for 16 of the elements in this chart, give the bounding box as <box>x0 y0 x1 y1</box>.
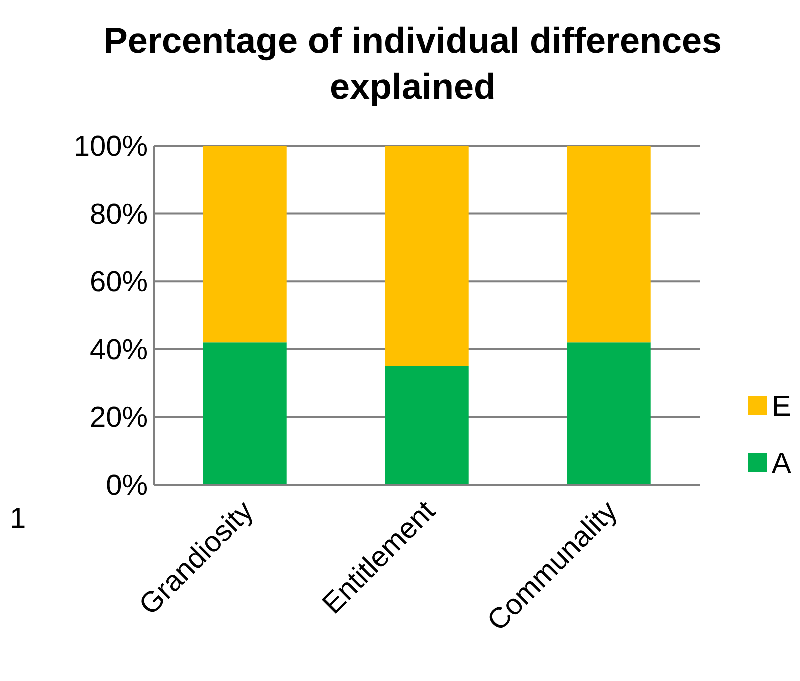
bar <box>203 342 287 485</box>
bar <box>203 146 287 343</box>
y-tick-label: 0% <box>106 470 148 502</box>
legend-label: E <box>772 391 792 423</box>
bar <box>567 146 651 343</box>
bar <box>567 342 651 485</box>
legend-label: A <box>772 448 792 480</box>
y-tick-label: 60% <box>90 266 148 299</box>
y-tick-label: 40% <box>90 334 148 366</box>
text: 1 <box>10 503 26 535</box>
bar <box>385 366 469 485</box>
chart-title: Percentage of individual differences explained <box>104 20 722 107</box>
y-tick-label: 80% <box>90 198 148 231</box>
bar <box>385 146 469 366</box>
y-tick-label: 20% <box>90 402 148 434</box>
y-tick-label: 100% <box>74 131 148 163</box>
